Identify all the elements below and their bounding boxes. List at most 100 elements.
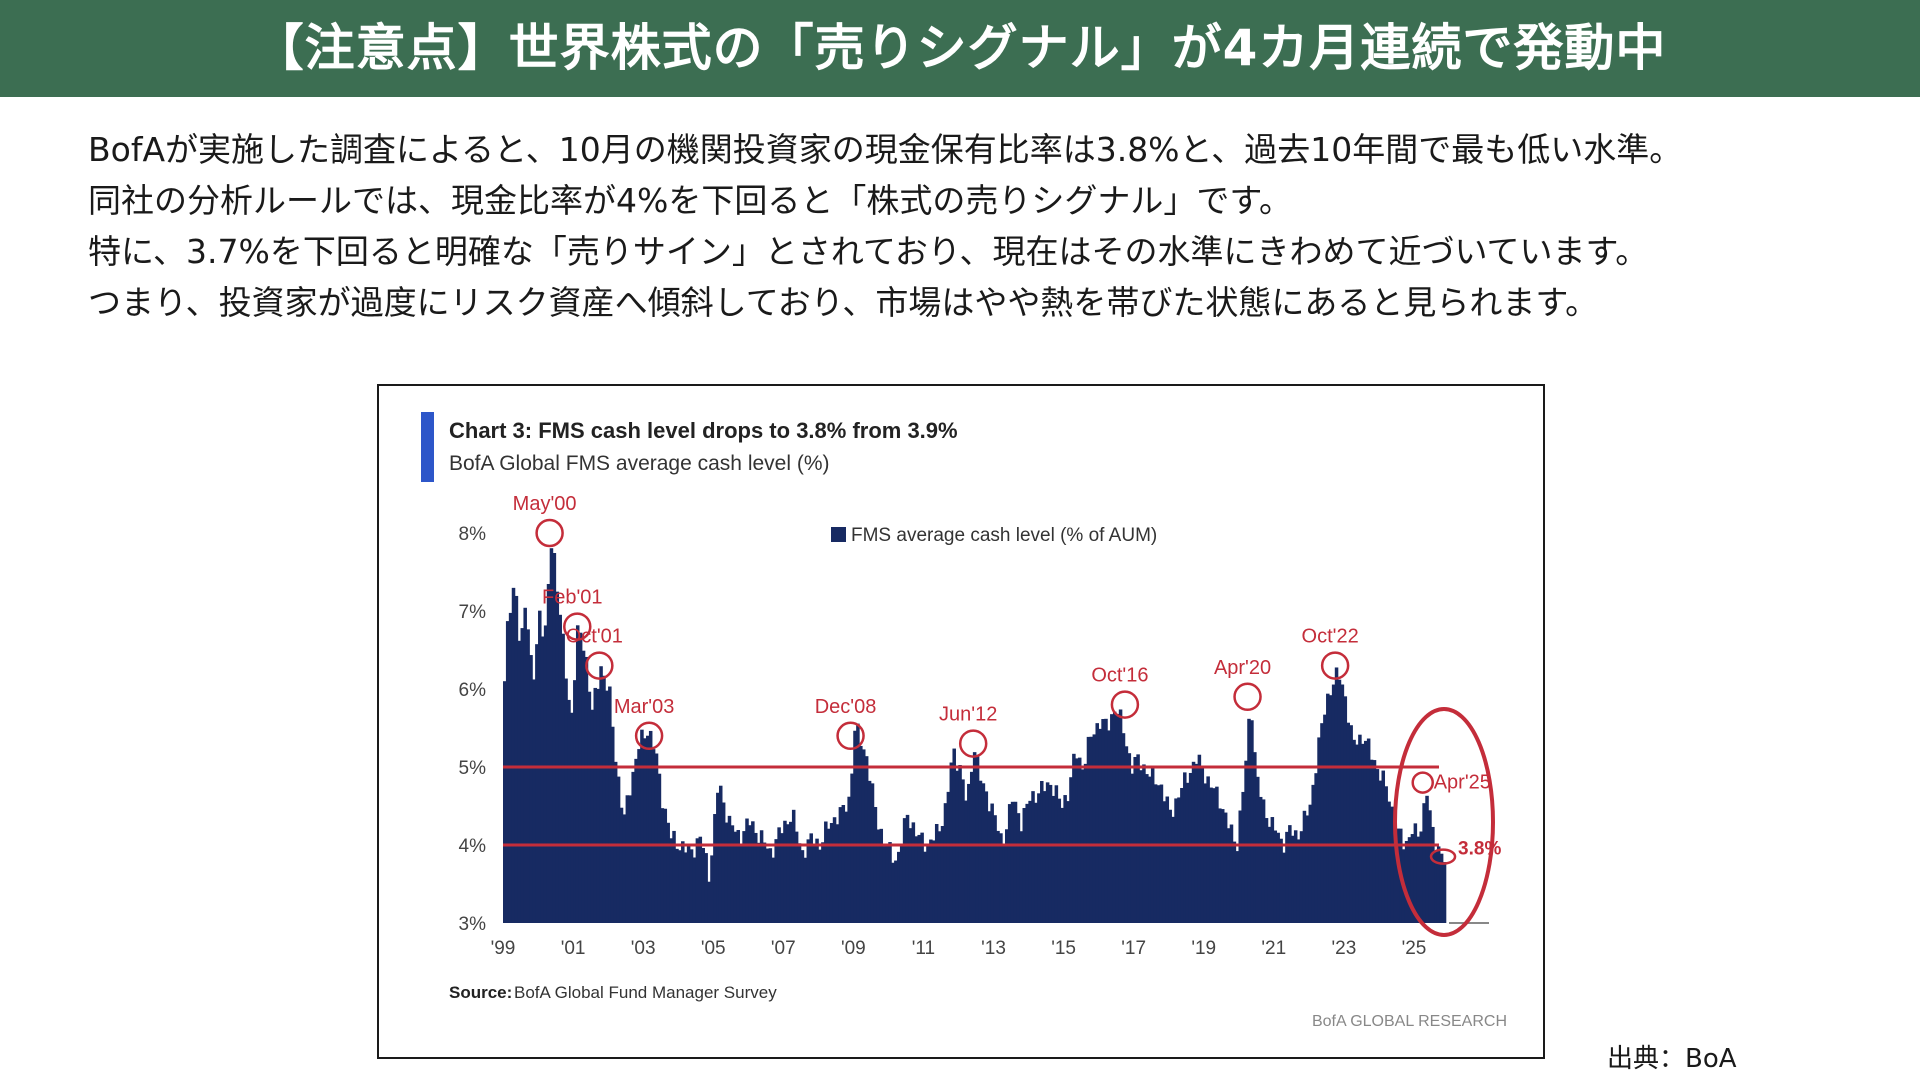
cash-level-bar [753, 832, 758, 923]
cash-level-bar [1232, 841, 1237, 923]
cash-level-bar [1317, 737, 1321, 923]
cash-level-bar [654, 753, 659, 923]
cash-level-bar [610, 726, 615, 923]
cash-level-bar [1019, 831, 1024, 923]
cash-level-bar [1069, 777, 1073, 923]
cash-level-bar [1206, 776, 1210, 923]
cash-level-bar [1439, 853, 1444, 923]
chart-title: Chart 3: FMS cash level drops to 3.8% fr… [449, 418, 958, 443]
cash-level-bar [1425, 795, 1429, 923]
paragraph-3: 特に、3.7%を下回ると明確な「売りサイン」とされており、現在はその水準にきわめ… [88, 232, 1649, 271]
cash-level-bar [1326, 693, 1330, 923]
cash-level-bar [1387, 801, 1391, 923]
cash-level-bar [1238, 810, 1243, 923]
cash-level-bar [806, 839, 811, 923]
description-text: BofAが実施した調査によると、10月の機関投資家の現金保有比率は3.8%と、過… [88, 124, 1888, 328]
cash-level-bar [1352, 739, 1356, 923]
cash-level-bar [1139, 770, 1143, 923]
cash-level-bar [698, 836, 703, 923]
cash-level-bar [535, 644, 539, 923]
cash-level-bar [899, 844, 904, 923]
cash-level-bar [718, 785, 723, 923]
cash-level-bar [692, 857, 697, 923]
cash-level-bar [771, 857, 776, 923]
cash-level-bar [555, 591, 560, 923]
cash-level-bar [710, 855, 714, 923]
cash-level-bar [1372, 760, 1377, 923]
source-credit: 出典：BoA [1607, 1044, 1737, 1074]
cash-level-bar [867, 780, 872, 923]
cash-level-bar [786, 824, 790, 923]
cash-level-bar [596, 688, 600, 923]
cash-level-bar [1396, 828, 1400, 923]
cash-level-bar [599, 666, 603, 923]
cash-level-bar [689, 849, 694, 923]
cash-level-bar [678, 850, 682, 923]
cash-level-bar [1279, 838, 1283, 923]
annotation-label: Jun'12 [939, 704, 997, 726]
cash-level-bar [876, 829, 881, 923]
cash-level-bar [532, 679, 536, 923]
cash-level-bar [835, 824, 840, 923]
cash-level-bar [622, 814, 627, 923]
cash-level-bar [818, 849, 822, 923]
cash-level-bar [1022, 808, 1027, 923]
cash-level-bar [1264, 818, 1269, 923]
annotation-label: May'00 [513, 493, 577, 515]
cash-level-bar [1422, 803, 1426, 923]
cash-level-bar [1218, 808, 1222, 923]
cash-level-bar [1328, 695, 1333, 923]
cash-level-bar [1410, 834, 1415, 923]
cash-level-bar [1215, 786, 1219, 923]
cash-level-bar [751, 821, 755, 923]
x-tick-label: '23 [1332, 938, 1357, 959]
annotation-label: Apr'25 [1434, 772, 1491, 794]
cash-level-bar [1177, 797, 1181, 923]
y-tick-label: 8% [459, 524, 487, 545]
cash-level-bar [847, 796, 851, 923]
cash-level-bar [1413, 823, 1418, 923]
cash-level-bar [967, 783, 971, 923]
annotation-circle [1411, 771, 1434, 794]
cash-level-bar [730, 825, 735, 923]
highlight-ellipse [1393, 707, 1495, 937]
cash-level-bar [1244, 760, 1248, 923]
cash-level-bar [1057, 798, 1062, 923]
cash-level-bar [605, 690, 609, 923]
cash-level-bar [1060, 807, 1064, 923]
cash-level-bar [999, 833, 1003, 923]
cash-level-bar [1194, 763, 1199, 923]
cash-level-bar [885, 846, 889, 923]
cash-level-bar [1112, 711, 1117, 923]
cash-level-bar [812, 844, 816, 923]
cash-level-bar [1013, 801, 1018, 923]
cash-level-bar [651, 749, 656, 923]
cash-level-bar [748, 825, 752, 923]
cash-level-bar [640, 729, 644, 923]
cash-level-bar [745, 818, 749, 923]
brand-label: BofA GLOBAL RESEARCH [1312, 1013, 1507, 1030]
cash-level-bar [882, 846, 886, 923]
cash-level-bar [564, 678, 568, 923]
cash-level-bar [759, 830, 764, 923]
cash-level-bar [850, 773, 854, 923]
x-tick-label: '19 [1191, 938, 1216, 959]
cash-level-bar [1299, 831, 1304, 923]
cash-level-bar [657, 773, 662, 923]
cash-level-bar [616, 776, 621, 923]
cash-level-bar [584, 656, 589, 923]
cash-level-bar [1404, 840, 1409, 923]
cash-level-bar [1288, 825, 1292, 923]
cash-level-bar [1255, 776, 1260, 923]
annotation-label: 3.8% [1458, 839, 1501, 860]
cash-level-bar [783, 820, 787, 923]
title-accent-bar [421, 412, 434, 482]
x-tick-label: '25 [1402, 938, 1427, 959]
cash-level-bar [695, 838, 700, 923]
cash-level-bar [602, 675, 606, 923]
cash-level-bar [844, 811, 848, 923]
cash-level-bar [934, 823, 939, 923]
x-tick-label: '09 [841, 938, 866, 959]
cash-level-bar [1226, 828, 1231, 923]
cash-level-bar [1276, 832, 1280, 923]
